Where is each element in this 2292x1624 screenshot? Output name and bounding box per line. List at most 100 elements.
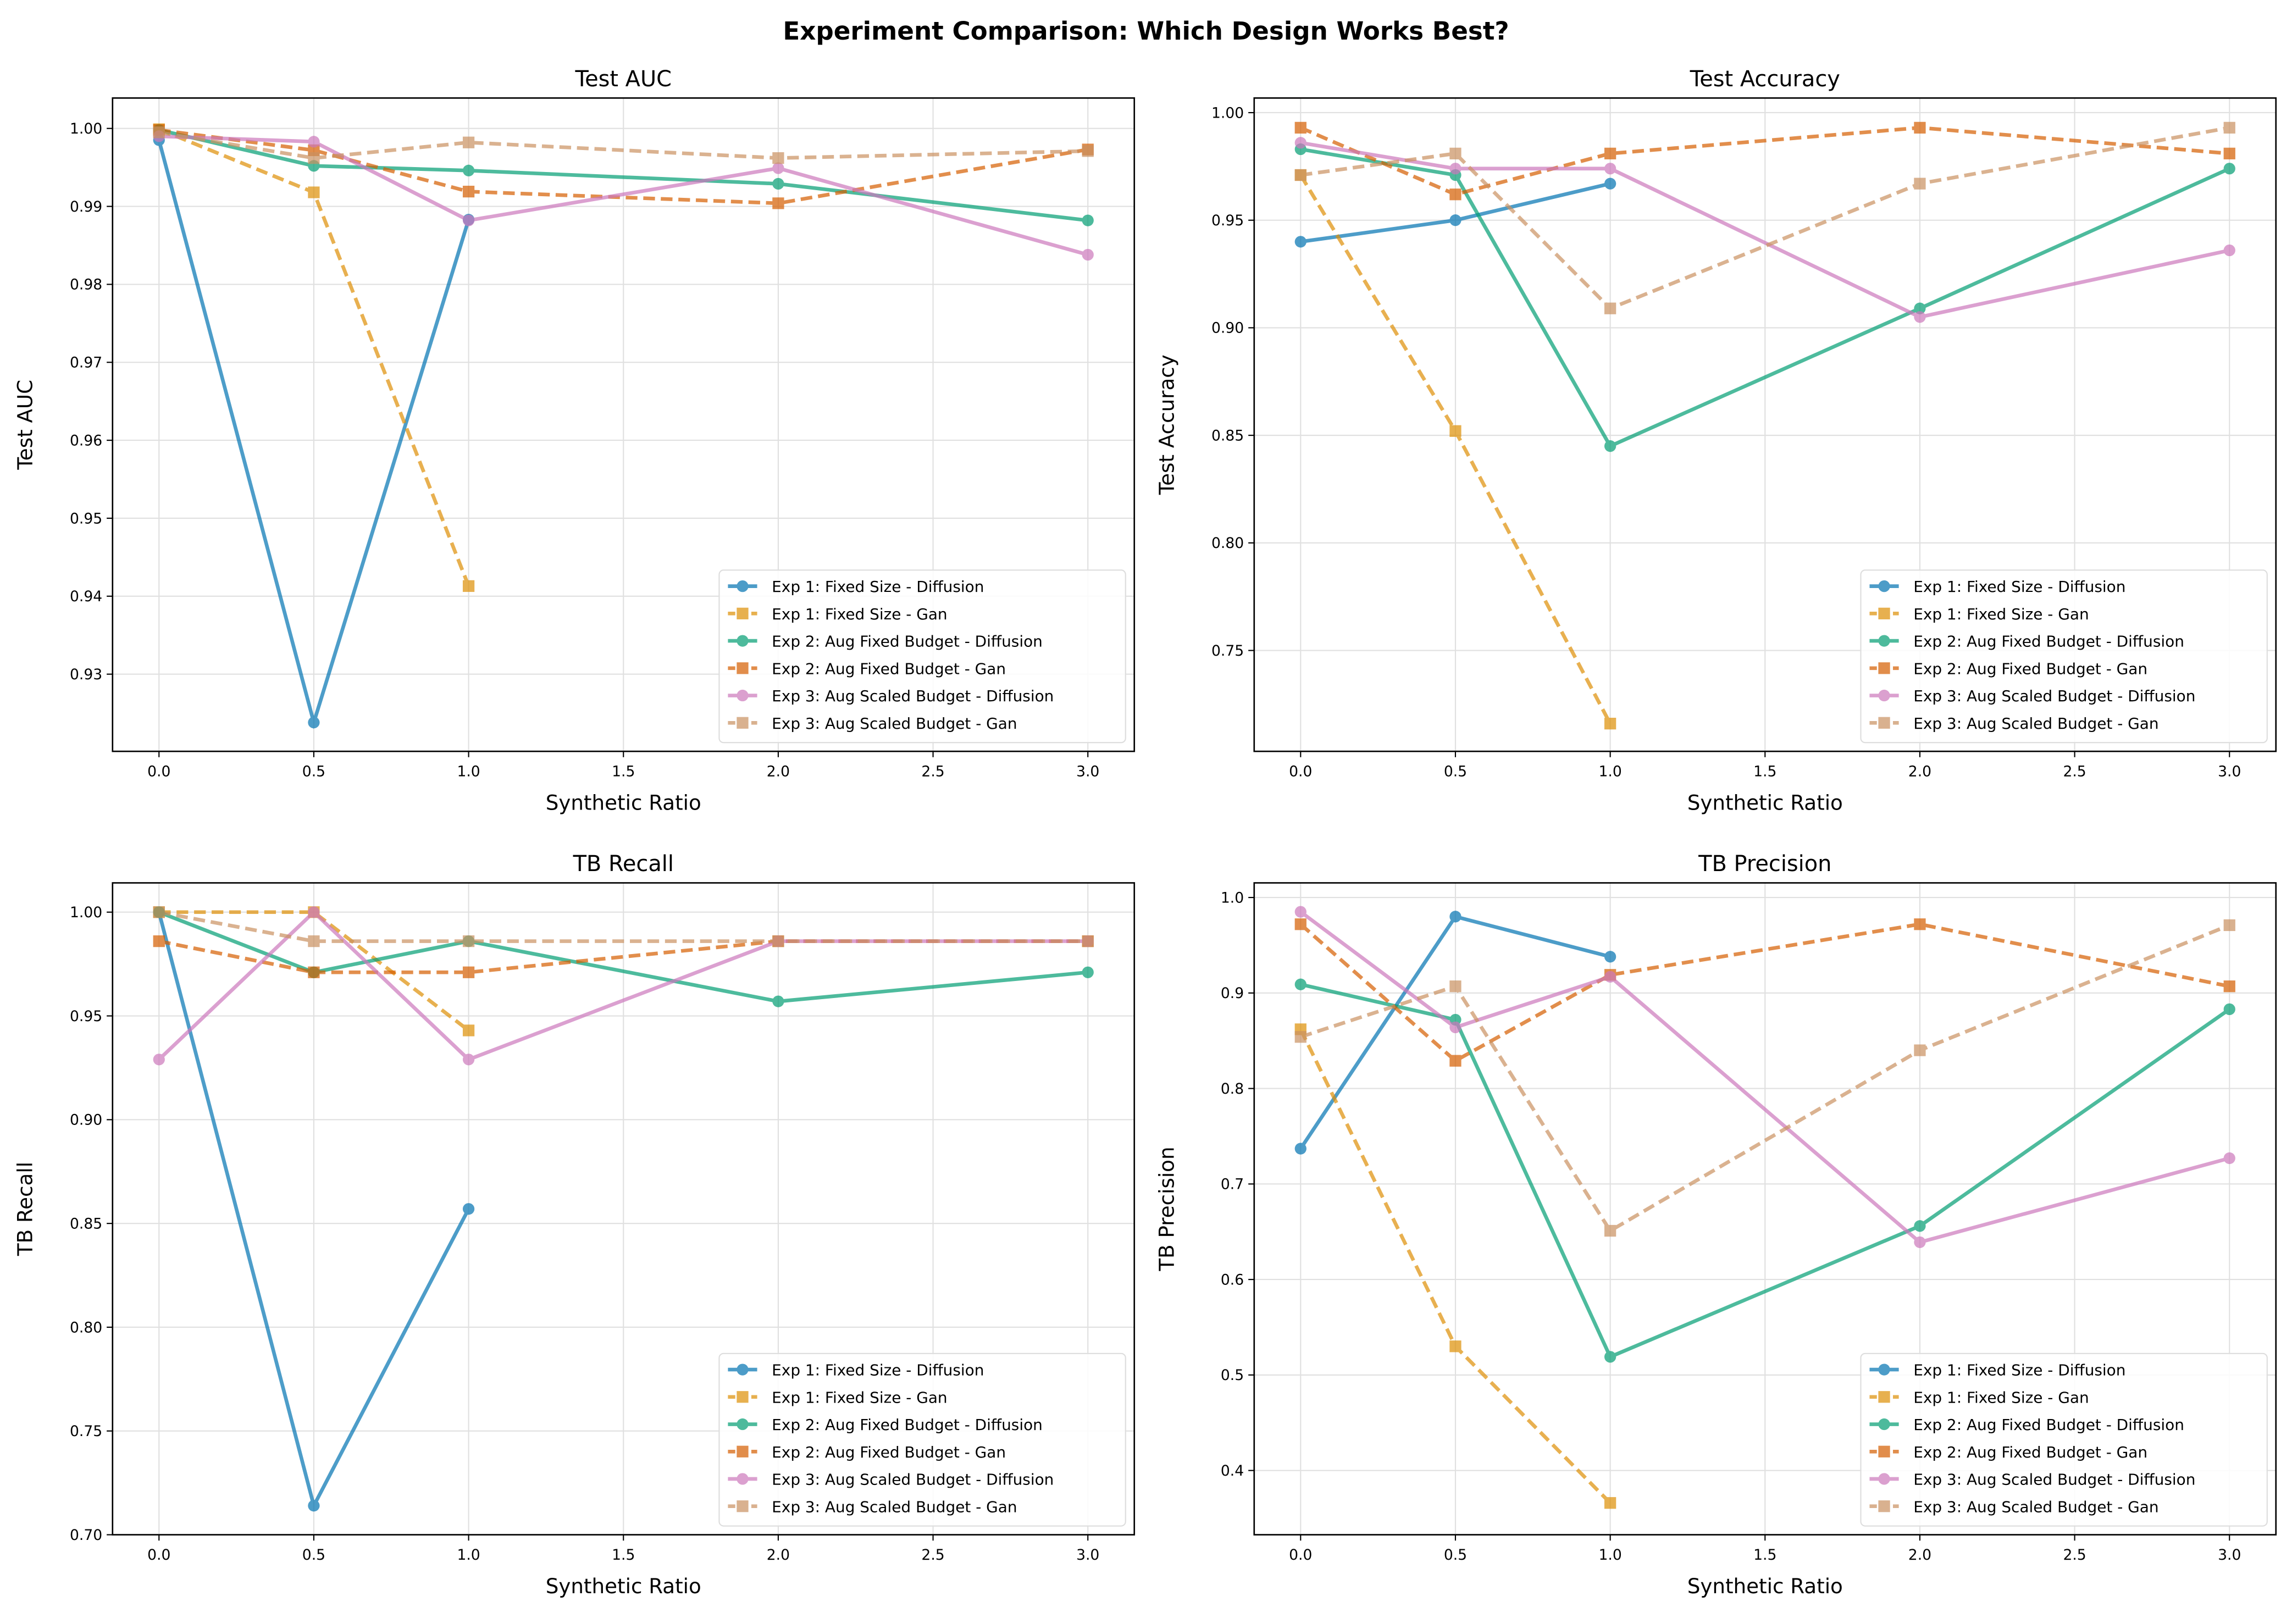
x-tick-label: 2.0	[1908, 763, 1931, 780]
legend-label: Exp 2: Aug Fixed Budget - Diffusion	[1913, 633, 2184, 651]
data-point	[772, 162, 784, 174]
y-tick-label: 1.00	[1211, 104, 1244, 121]
subplot-title: Test AUC	[574, 66, 672, 92]
data-point	[1914, 302, 1926, 314]
data-point	[1294, 978, 1306, 990]
data-point	[2223, 147, 2235, 159]
y-tick-label: 0.8	[1221, 1080, 1244, 1098]
legend-item: Exp 2: Aug Fixed Budget - Gan	[728, 1443, 1006, 1461]
data-point	[1604, 1224, 1616, 1237]
x-tick-label: 1.0	[457, 1547, 480, 1564]
x-axis-label: Synthetic Ratio	[546, 791, 701, 815]
legend-label: Exp 3: Aug Scaled Budget - Gan	[1913, 714, 2158, 733]
legend: Exp 1: Fixed Size - Diffusion Exp 1: Fixe…	[718, 569, 1126, 744]
y-tick-label: 0.90	[70, 1112, 102, 1129]
data-point	[2223, 244, 2235, 257]
data-point	[1449, 1055, 1461, 1067]
y-tick-label: 0.95	[70, 510, 102, 527]
legend-item: Exp 3: Aug Scaled Budget - Gan	[728, 714, 1017, 733]
legend-swatch	[1869, 662, 1899, 674]
legend: Exp 1: Fixed Size - Diffusion Exp 1: Fixe…	[1860, 569, 2268, 744]
y-tick-label: 0.9	[1221, 985, 1244, 1002]
legend-item: Exp 1: Fixed Size - Gan	[728, 1388, 948, 1406]
legend-box	[718, 1353, 1126, 1527]
data-point	[462, 935, 475, 947]
data-point	[1604, 971, 1616, 983]
legend-marker	[737, 607, 749, 619]
data-point	[1914, 311, 1926, 323]
x-tick-label: 3.0	[2218, 763, 2241, 780]
data-point	[1449, 425, 1461, 437]
legend-label: Exp 2: Aug Fixed Budget - Gan	[772, 1443, 1006, 1461]
legend-item: Exp 2: Aug Fixed Budget - Diffusion	[728, 633, 1043, 651]
subplot-tb-precision: 0.0 0.5 1.0 1.5 2.0 2.5 3.0 0.4 0.5 0.6 0.7 0.8 0.9 1…	[1155, 851, 2277, 1598]
legend-marker	[1878, 1473, 1890, 1485]
legend-marker	[1878, 689, 1890, 702]
legend-marker	[737, 662, 749, 674]
x-tick-label: 3.0	[1076, 763, 1099, 780]
data-point	[772, 178, 784, 190]
axes-frame	[1253, 882, 2277, 1536]
x-tick-label: 2.5	[921, 763, 944, 780]
data-point	[2223, 163, 2235, 175]
legend-label: Exp 1: Fixed Size - Diffusion	[772, 1361, 984, 1379]
data-point	[1082, 935, 1094, 947]
legend-label: Exp 1: Fixed Size - Diffusion	[1913, 578, 2125, 596]
data-point	[1082, 145, 1094, 157]
legend-label: Exp 3: Aug Scaled Budget - Gan	[772, 714, 1017, 733]
data-point	[1294, 236, 1306, 248]
legend-item: Exp 3: Aug Scaled Budget - Diffusion	[728, 687, 1054, 705]
legend-item: Exp 3: Aug Scaled Budget - Gan	[728, 1498, 1017, 1516]
series-3	[1294, 978, 2235, 1363]
legend-box	[1860, 1353, 2268, 1527]
legend-item: Exp 1: Fixed Size - Diffusion	[1869, 578, 2125, 596]
legend-swatch	[728, 1500, 757, 1512]
y-tick-label: 0.96	[70, 432, 102, 449]
legend-box	[718, 569, 1126, 744]
y-tick-label: 0.93	[70, 666, 102, 683]
data-point	[1294, 1031, 1306, 1043]
data-point	[1294, 906, 1306, 918]
series-6	[1294, 121, 2235, 314]
data-point	[308, 717, 320, 729]
x-axis-label: Synthetic Ratio	[1687, 791, 1843, 815]
legend-item: Exp 3: Aug Scaled Budget - Diffusion	[1869, 1471, 2195, 1489]
data-point	[462, 1024, 475, 1037]
y-tick-label: 0.80	[70, 1319, 102, 1336]
y-tick-label: 0.97	[70, 354, 102, 372]
data-point	[308, 186, 320, 198]
legend-swatch	[1869, 1473, 1899, 1485]
legend-swatch	[1869, 607, 1899, 619]
series-1	[1294, 178, 1616, 248]
legend-swatch	[728, 662, 757, 674]
x-tick-label: 2.5	[921, 1547, 944, 1564]
legend-label: Exp 2: Aug Fixed Budget - Diffusion	[772, 633, 1043, 651]
series-line	[1299, 126, 2230, 197]
legend-item: Exp 2: Aug Fixed Budget - Diffusion	[728, 1416, 1043, 1434]
y-tick-label: 0.99	[70, 198, 102, 215]
legend-marker	[737, 1473, 749, 1485]
series-6	[1294, 919, 2235, 1237]
legend-swatch	[728, 1364, 757, 1376]
data-point	[1914, 1220, 1926, 1232]
data-point	[1604, 718, 1616, 730]
x-axis-label: Synthetic Ratio	[546, 1574, 701, 1598]
subplot-title: TB Precision	[1698, 851, 1831, 877]
legend-swatch	[728, 717, 757, 729]
legend-label: Exp 3: Aug Scaled Budget - Diffusion	[772, 687, 1054, 705]
x-tick-label: 1.5	[1753, 1547, 1776, 1564]
figure-title: Experiment Comparison: Which Design Work…	[783, 16, 1509, 46]
legend-swatch	[728, 635, 757, 647]
data-point	[772, 197, 784, 209]
data-point	[1914, 178, 1926, 190]
x-tick-label: 0.0	[1289, 1547, 1312, 1564]
x-tick-label: 1.5	[612, 763, 635, 780]
axes-frame	[112, 882, 1136, 1536]
legend-marker	[1878, 635, 1890, 647]
x-tick-label: 1.0	[457, 763, 480, 780]
data-point	[1604, 1351, 1616, 1363]
legend-label: Exp 2: Aug Fixed Budget - Gan	[772, 659, 1006, 678]
data-point	[1449, 189, 1461, 201]
data-point	[1082, 214, 1094, 226]
data-point	[462, 1203, 475, 1215]
